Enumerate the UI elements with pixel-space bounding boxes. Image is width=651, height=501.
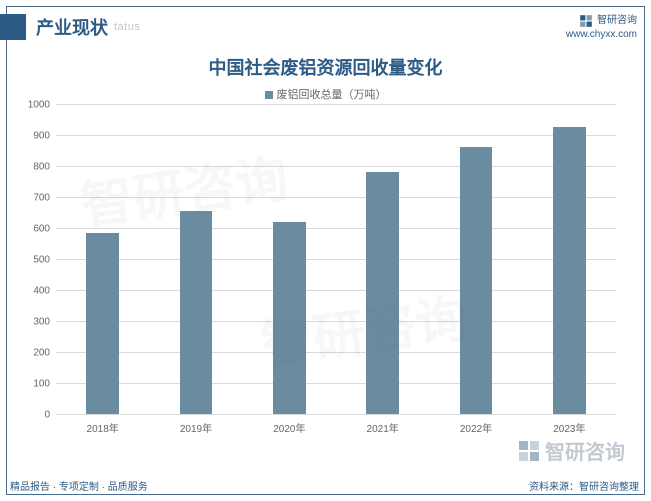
header-subtitle: tatus [114, 21, 140, 33]
gridline: 600 [56, 228, 616, 229]
gridline: 800 [56, 166, 616, 167]
chart-bar [180, 211, 213, 414]
y-tick-label: 100 [33, 379, 50, 390]
header: 产业现状 tatus 智研咨询 www.chyxx.com [0, 10, 651, 44]
chart-grid: 0 100 200 300 400 500 600 700 800 900 1000 [56, 104, 616, 414]
y-tick-label: 900 [33, 131, 50, 142]
gridline: 1000 [56, 104, 616, 105]
gridline: 0 [56, 414, 616, 415]
header-title: 产业现状 [36, 14, 108, 40]
x-tick-label: 2020年 [273, 420, 305, 435]
chart-plot-area: 0 100 200 300 400 500 600 700 800 900 1000 2018年 20… [56, 104, 616, 434]
y-tick-label: 600 [33, 224, 50, 235]
x-tick-label: 2022年 [460, 420, 492, 435]
footer-right: 资料来源：智研咨询整理 [529, 478, 639, 493]
y-tick-label: 0 [44, 410, 50, 421]
chart-bar [460, 147, 493, 414]
corner-brand-text: 智研咨询 [545, 436, 625, 465]
gridline: 300 [56, 321, 616, 322]
y-tick-label: 200 [33, 348, 50, 359]
chart-bar [86, 233, 119, 414]
gridline: 900 [56, 135, 616, 136]
brand-url: www.chyxx.com [566, 28, 637, 41]
x-tick-label: 2021年 [367, 420, 399, 435]
brand-name: 智研咨询 [597, 14, 637, 27]
brand-logo-icon [517, 439, 541, 463]
corner-brand: 智研咨询 [517, 436, 625, 465]
legend-label: 废铝回收总量（万吨） [277, 89, 387, 101]
y-tick-label: 300 [33, 317, 50, 328]
y-tick-label: 800 [33, 162, 50, 173]
gridline: 200 [56, 352, 616, 353]
y-tick-label: 400 [33, 286, 50, 297]
brand-block: 智研咨询 www.chyxx.com [566, 14, 637, 41]
chart-title: 中国社会废铝资源回收量变化 [0, 54, 651, 80]
header-accent-block [0, 14, 26, 40]
brand-logo-icon [579, 14, 593, 28]
gridline: 400 [56, 290, 616, 291]
gridline: 500 [56, 259, 616, 260]
footer-left: 精品报告 · 专项定制 · 品质服务 [10, 478, 148, 493]
header-left: 产业现状 tatus [0, 14, 140, 40]
x-tick-label: 2023年 [553, 420, 585, 435]
chart-bar [553, 127, 586, 414]
gridline: 700 [56, 197, 616, 198]
y-tick-label: 500 [33, 255, 50, 266]
chart-bar [273, 222, 306, 414]
y-tick-label: 1000 [28, 100, 50, 111]
chart-bar [366, 172, 399, 414]
footer: 精品报告 · 专项定制 · 品质服务 资料来源：智研咨询整理 [10, 478, 639, 493]
chart-legend: 废铝回收总量（万吨） [0, 86, 651, 102]
y-tick-label: 700 [33, 193, 50, 204]
x-tick-label: 2019年 [180, 420, 212, 435]
legend-swatch-icon [265, 91, 273, 99]
x-tick-label: 2018年 [87, 420, 119, 435]
gridline: 100 [56, 383, 616, 384]
